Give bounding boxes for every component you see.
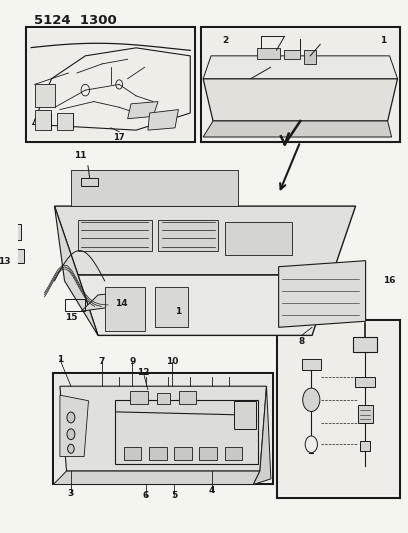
Bar <box>35 84 55 107</box>
Polygon shape <box>128 102 158 119</box>
Text: 14: 14 <box>115 298 128 308</box>
Text: 17: 17 <box>113 133 125 142</box>
Bar <box>225 222 292 255</box>
Circle shape <box>67 429 75 440</box>
Bar <box>53 373 273 484</box>
Bar <box>28 30 193 139</box>
Bar <box>1 248 24 263</box>
Polygon shape <box>148 110 178 130</box>
Bar <box>57 113 73 130</box>
Bar <box>225 447 242 460</box>
Text: 12: 12 <box>137 368 150 377</box>
Bar <box>158 220 218 251</box>
Text: 1: 1 <box>57 355 63 364</box>
Polygon shape <box>55 206 355 275</box>
Bar <box>284 50 300 59</box>
Text: 7: 7 <box>98 357 105 366</box>
Bar <box>71 169 239 206</box>
Text: 4: 4 <box>208 486 215 495</box>
Bar <box>277 320 399 498</box>
Bar <box>149 447 166 460</box>
Polygon shape <box>203 56 397 79</box>
Polygon shape <box>203 79 397 121</box>
Text: 16: 16 <box>383 276 395 285</box>
Bar <box>358 405 373 423</box>
Bar <box>304 50 316 64</box>
Polygon shape <box>53 471 260 484</box>
Polygon shape <box>279 261 366 327</box>
Bar <box>360 441 370 451</box>
Bar <box>302 359 321 369</box>
Text: 10: 10 <box>166 357 178 366</box>
Bar <box>78 220 151 251</box>
Bar <box>124 447 141 460</box>
Text: 3: 3 <box>68 489 74 498</box>
Text: 1: 1 <box>381 36 387 45</box>
Bar <box>279 322 397 495</box>
Text: 13: 13 <box>0 257 11 265</box>
Bar <box>174 447 192 460</box>
Bar <box>35 110 51 130</box>
Bar <box>115 400 258 464</box>
Circle shape <box>68 444 74 453</box>
Bar <box>155 287 188 327</box>
Text: 1: 1 <box>175 306 182 316</box>
Polygon shape <box>60 395 89 457</box>
Circle shape <box>67 412 75 423</box>
Polygon shape <box>203 121 392 137</box>
Bar <box>179 391 196 404</box>
Bar <box>257 48 280 59</box>
Text: 11: 11 <box>74 151 86 159</box>
Polygon shape <box>60 386 266 471</box>
Text: 9: 9 <box>129 357 135 366</box>
Bar <box>353 337 377 352</box>
Polygon shape <box>81 291 131 311</box>
Bar <box>55 375 271 482</box>
Bar <box>201 27 399 142</box>
Polygon shape <box>253 386 271 484</box>
Bar <box>203 30 397 139</box>
Polygon shape <box>55 206 98 335</box>
Bar <box>233 401 255 429</box>
Polygon shape <box>78 275 332 335</box>
Text: 5124  1300: 5124 1300 <box>34 14 117 27</box>
Bar <box>26 27 195 142</box>
Bar <box>200 447 217 460</box>
Text: 15: 15 <box>65 313 78 322</box>
Text: 6: 6 <box>142 491 149 500</box>
Bar <box>105 287 145 332</box>
Bar <box>355 377 375 387</box>
Text: 8: 8 <box>299 337 305 346</box>
Circle shape <box>303 388 320 411</box>
Text: 2: 2 <box>222 36 228 45</box>
Bar <box>1 224 21 240</box>
Bar <box>130 391 148 404</box>
Text: 5: 5 <box>171 491 177 500</box>
Bar <box>157 393 170 404</box>
